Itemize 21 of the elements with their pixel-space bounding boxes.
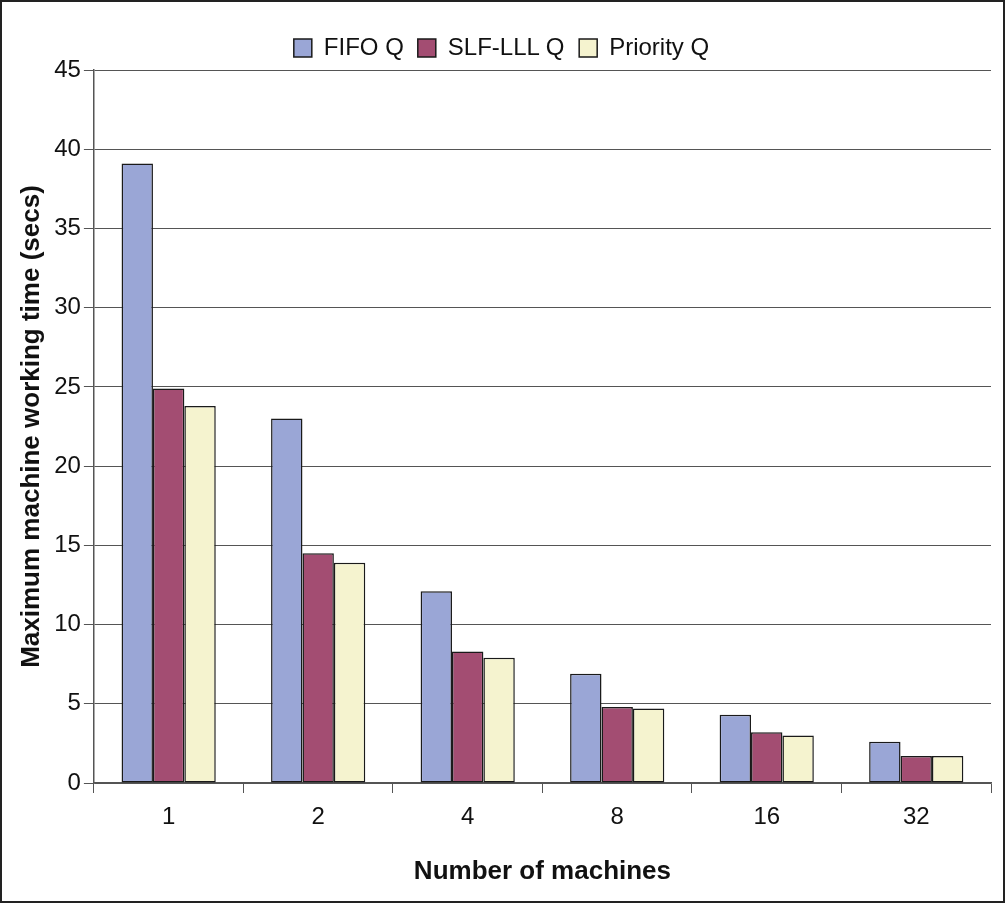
y-tick-label: 5 [67,688,81,716]
y-tick-label: 40 [54,133,81,161]
y-tick-label: 45 [54,54,81,82]
y-tick-label: 30 [54,292,81,320]
y-tick-label: 25 [54,371,81,399]
y-axis-title: Maximum machine working time (secs) [14,185,45,668]
x-tick-label: 32 [902,802,930,830]
x-tick-label: 8 [610,802,624,830]
y-tick-label: 0 [67,767,81,795]
y-tick-label: 20 [54,450,81,478]
legend-label: SLF-LLL Q [447,32,565,60]
y-tick-label: 15 [54,529,81,557]
legend-label: FIFO Q [323,32,404,60]
x-tick-label: 16 [753,802,781,830]
legend-label: Priority Q [609,32,710,60]
x-tick-label: 4 [461,802,475,830]
y-tick-label: 35 [54,213,81,241]
x-axis-title: Number of machines [413,854,672,885]
y-tick-label: 10 [54,609,81,637]
x-tick-label: 2 [311,802,325,830]
x-tick-label: 1 [161,802,176,830]
